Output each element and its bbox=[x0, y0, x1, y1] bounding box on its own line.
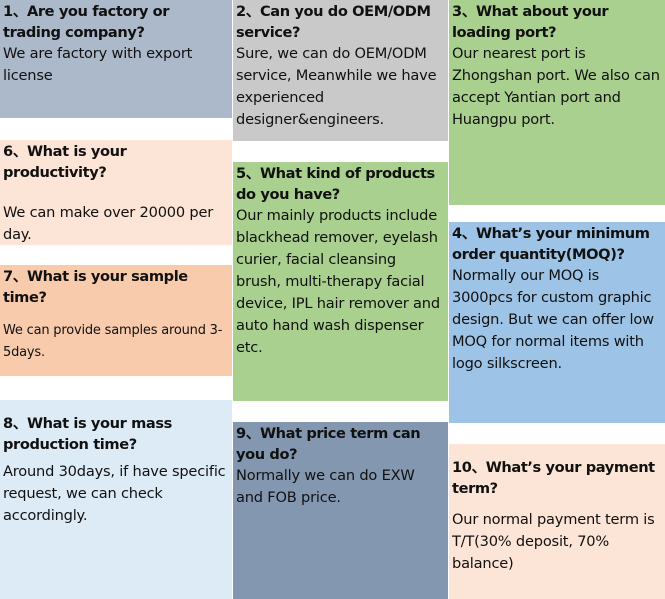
faq-question: 1、Are you factory or trading company? bbox=[3, 3, 170, 41]
faq-answer: We can provide samples around 3-5days. bbox=[3, 323, 223, 360]
faq-5: 5、What kind of products do you have? Our… bbox=[233, 162, 448, 401]
faq-question: 2、Can you do OEM/ODM service? bbox=[236, 3, 431, 41]
faq-answer: Our mainly products include blackhead re… bbox=[236, 207, 440, 356]
faq-answer: We are factory with export license bbox=[3, 45, 193, 84]
faq-8: 8、What is your mass production time? Aro… bbox=[0, 400, 232, 599]
faq-7: 7、What is your sample time? We can provi… bbox=[0, 265, 232, 376]
faq-answer: Around 30days, if have specific request,… bbox=[3, 463, 226, 524]
faq-3: 3、What about your loading port? Our near… bbox=[449, 0, 665, 205]
faq-question: 8、What is your mass production time? bbox=[3, 415, 172, 453]
faq-question: 3、What about your loading port? bbox=[452, 3, 609, 41]
faq-2: 2、Can you do OEM/ODM service? Sure, we c… bbox=[233, 0, 448, 141]
faq-6: 6、What is your productivity? We can make… bbox=[0, 140, 232, 245]
faq-answer: We can make over 20000 per day. bbox=[3, 204, 214, 243]
faq-question: 9、What price term can you do? bbox=[236, 425, 421, 463]
faq-1: 1、Are you factory or trading company? We… bbox=[0, 0, 232, 118]
faq-answer: Our normal payment term is T/T(30% depos… bbox=[452, 511, 655, 572]
faq-answer: Normally our MOQ is 3000pcs for custom g… bbox=[452, 267, 654, 372]
faq-10: 10、What’s your payment term? Our normal … bbox=[449, 444, 665, 599]
faq-answer: Normally we can do EXW and FOB price. bbox=[236, 467, 415, 506]
faq-question: 10、What’s your payment term? bbox=[452, 459, 655, 497]
faq-question: 5、What kind of products do you have? bbox=[236, 165, 435, 203]
faq-question: 7、What is your sample time? bbox=[3, 268, 188, 306]
faq-answer: Our nearest port is Zhongshan port. We a… bbox=[452, 45, 660, 128]
faq-question: 6、What is your productivity? bbox=[3, 143, 127, 181]
faq-answer: Sure, we can do OEM/ODM service, Meanwhi… bbox=[236, 45, 437, 128]
faq-4: 4、What’s your minimum order quantity(MOQ… bbox=[449, 222, 665, 423]
faq-9: 9、What price term can you do? Normally w… bbox=[233, 422, 448, 599]
faq-question: 4、What’s your minimum order quantity(MOQ… bbox=[452, 225, 650, 263]
